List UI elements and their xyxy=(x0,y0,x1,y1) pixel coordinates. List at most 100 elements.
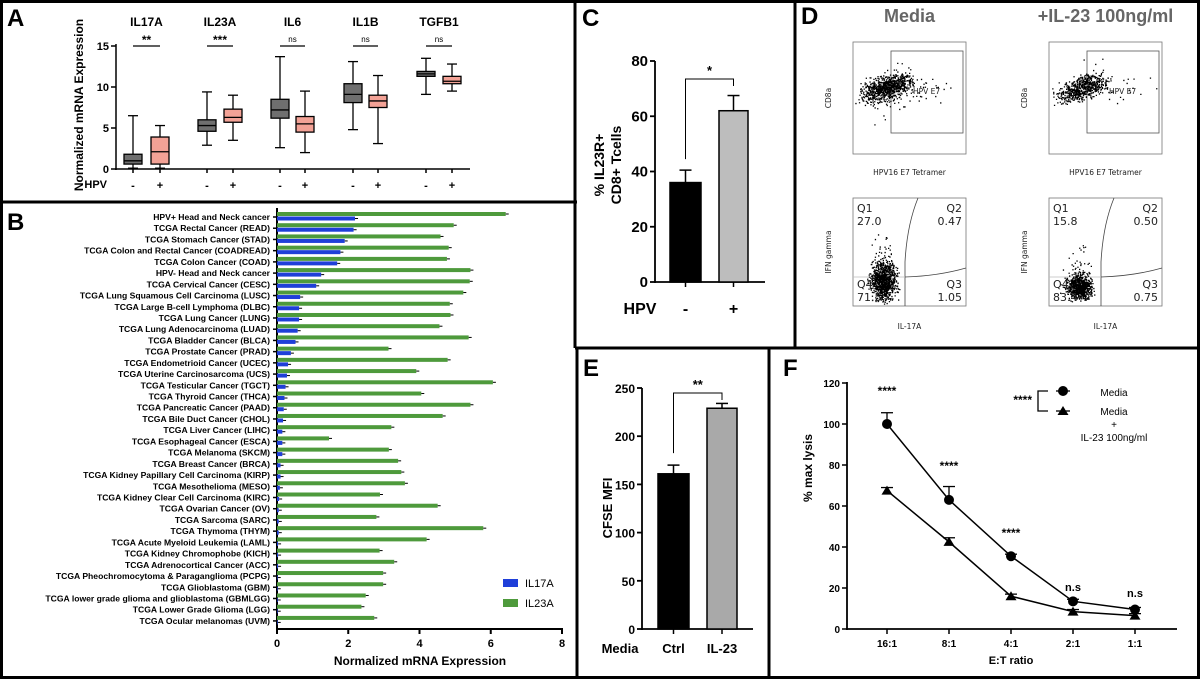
flow-plot-frame xyxy=(852,197,967,307)
category-label: TCGA Lung Adenocarcinoma (LUAD) xyxy=(119,324,270,334)
y-tick-label: 120 xyxy=(823,379,840,390)
category-label: TCGA Testicular Cancer (TGCT) xyxy=(141,380,271,390)
group-label: HPV xyxy=(624,301,657,318)
hpv-status-label: + xyxy=(302,180,308,192)
bar-il17a xyxy=(277,620,278,625)
bar-il23a xyxy=(277,526,484,531)
panel-label: D xyxy=(801,3,818,30)
hpv-status-label: + xyxy=(157,180,163,192)
bar-il23a xyxy=(277,357,448,362)
x-axis-label: IL-17A xyxy=(1094,322,1119,331)
bar-il17a xyxy=(277,339,296,344)
x-tick-label: 2 xyxy=(345,638,351,650)
box-IL17A-hpv-pos xyxy=(150,136,170,165)
category-label: TCGA Bladder Cancer (BLCA) xyxy=(148,335,270,345)
bar-il17a xyxy=(277,429,283,434)
x-tick-label: 0 xyxy=(274,638,280,650)
hpv-status-label: - xyxy=(424,180,428,192)
legend-significance: **** xyxy=(1013,393,1032,407)
y-tick-label: 15 xyxy=(97,41,109,53)
x-tick-label: 4 xyxy=(416,638,423,650)
quadrant-percentage: 83.4 xyxy=(1053,291,1078,304)
bar-il23a xyxy=(277,212,506,216)
legend-label: IL-23 100ng/ml xyxy=(1081,433,1148,444)
panel-label: F xyxy=(783,355,798,382)
category-label: - xyxy=(683,301,688,318)
category-label: TCGA Thyroid Cancer (THCA) xyxy=(149,392,271,402)
x-tick-label: 2:1 xyxy=(1066,639,1081,650)
x-tick-label: 16:1 xyxy=(877,639,897,650)
y-axis-label: CD8a xyxy=(1020,88,1029,108)
category-label: TCGA lower grade glioma and glioblastoma… xyxy=(45,593,270,603)
box-IL23A-hpv-pos xyxy=(223,108,243,123)
data-point-triangle xyxy=(1129,610,1141,620)
bar-il23a xyxy=(277,256,447,261)
bar-il23a xyxy=(277,615,375,620)
bar-il17a xyxy=(277,541,279,546)
y-tick-label: 10 xyxy=(97,82,109,94)
gene-label: TGFB1 xyxy=(419,15,459,29)
condition-title: Media xyxy=(884,6,936,26)
bar-Ctrl xyxy=(657,473,690,630)
bar-il23a xyxy=(277,324,440,329)
gate-label: HPV E7 xyxy=(913,87,940,96)
hpv-status-label: - xyxy=(131,180,135,192)
significance-label: **** xyxy=(1002,526,1021,540)
significance-bracket xyxy=(673,392,723,454)
hpv-status-label: + xyxy=(449,180,455,192)
category-label: TCGA Stomach Cancer (STAD) xyxy=(145,234,270,244)
bar-il17a xyxy=(277,238,345,243)
significance-label: **** xyxy=(940,459,959,473)
bar-il17a xyxy=(277,463,281,468)
y-tick-label: 80 xyxy=(829,461,841,472)
legend-triangle-marker xyxy=(1057,406,1069,415)
category-label: TCGA Colon Cancer (COAD) xyxy=(154,257,270,267)
bar-il17a xyxy=(277,497,280,501)
bar-il23a xyxy=(277,279,470,284)
bar-il17a xyxy=(277,440,283,445)
box-IL17A-hpv-neg xyxy=(123,153,143,165)
category-label: TCGA Kidney Clear Cell Carcinoma (KIRC) xyxy=(97,493,270,503)
bar-il17a xyxy=(277,609,278,614)
category-label: HPV+ Head and Neck cancer xyxy=(153,212,270,222)
category-label: HPV- Head and Neck cancer xyxy=(156,268,271,278)
panel-b-bar-chart: B 0 2 4 6 8 Normalized mRNA Expression HPV+ Hea… xyxy=(7,208,565,668)
y-tick-label: 20 xyxy=(829,584,841,595)
quadrant-percentage: 0.47 xyxy=(938,215,963,228)
data-point-triangle xyxy=(881,485,893,495)
quadrant-name: Q4 xyxy=(857,278,873,291)
y-tick-label: 250 xyxy=(615,382,635,396)
category-label: TCGA Kidney Chromophobe (KICH) xyxy=(125,549,270,559)
bar-il23a xyxy=(277,301,450,306)
bar-il23a xyxy=(277,234,441,239)
significance-label: n.s xyxy=(1127,588,1143,600)
bar-il23a xyxy=(277,559,395,564)
y-tick-label: 5 xyxy=(103,123,109,135)
flow-plot-frame xyxy=(852,41,967,155)
category-label: TCGA Lung Cancer (LUNG) xyxy=(159,313,271,323)
bar-il23a xyxy=(277,481,405,486)
category-label: TCGA Endometrioid Cancer (UCEC) xyxy=(124,358,270,368)
bar-il17a xyxy=(277,261,338,266)
data-point-circle xyxy=(1068,596,1078,607)
category-label: Ctrl xyxy=(662,641,684,656)
y-tick-label: 40 xyxy=(631,164,648,181)
y-tick-label: 60 xyxy=(829,502,841,513)
quadrant-percentage: 71.5 xyxy=(857,291,882,304)
bar-il17a xyxy=(277,351,291,356)
gene-label: IL17A xyxy=(130,15,163,29)
gene-label: IL23A xyxy=(204,15,237,29)
scatter-dots-ifng-il17a xyxy=(867,234,901,305)
panel-label: E xyxy=(583,355,599,382)
box-TGFB1-hpv-pos xyxy=(442,75,462,85)
category-label: TCGA Uterine Carcinosarcoma (UCS) xyxy=(118,369,270,379)
x-tick-label: 6 xyxy=(488,638,494,650)
bar-il17a xyxy=(277,418,284,423)
quadrant-gate-horizontal xyxy=(1100,267,1163,278)
category-label: TCGA Liver Cancer (LIHC) xyxy=(163,425,270,435)
group-label: Media xyxy=(602,641,640,656)
panel-label: C xyxy=(582,5,599,32)
significance-label: *** xyxy=(213,33,227,47)
category-label: TCGA Esophageal Cancer (ESCA) xyxy=(132,436,270,446)
